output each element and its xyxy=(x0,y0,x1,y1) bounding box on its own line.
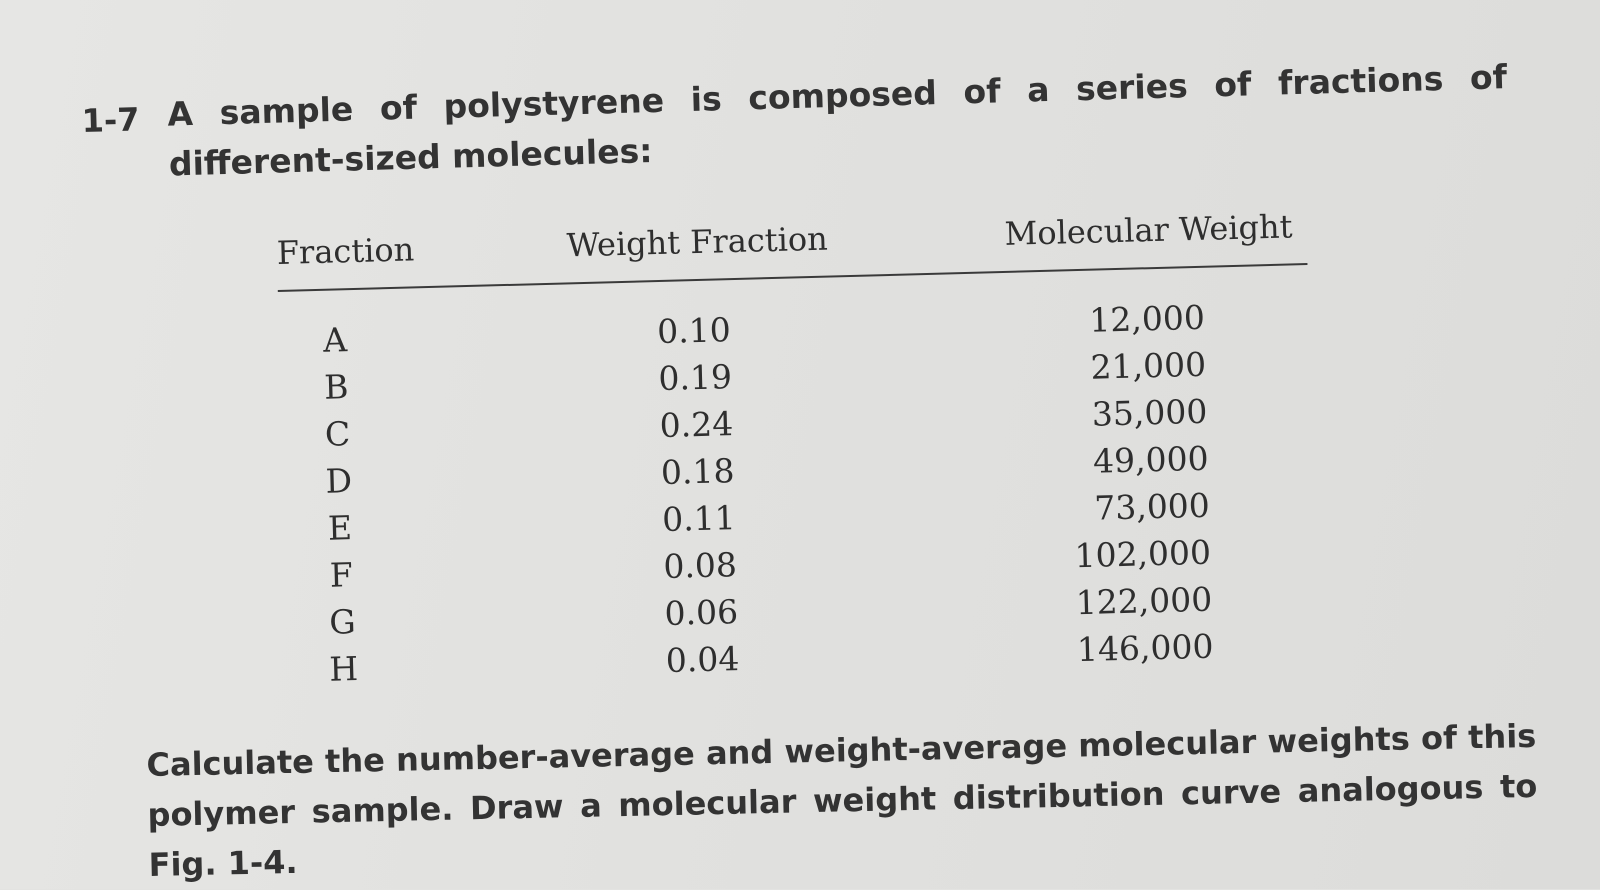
problem-number: 1-7 xyxy=(81,100,140,140)
table-cell-weight-fraction: 0.08 xyxy=(662,545,738,586)
table-cell-fraction: B xyxy=(323,367,349,407)
table-cell-fraction: H xyxy=(328,649,359,689)
problem-statement: 1-7 A sample of polystyrene is composed … xyxy=(80,22,1529,183)
table-cell-weight-fraction: 0.11 xyxy=(661,498,737,539)
question-text: Calculate the number-average and weight-… xyxy=(146,716,1538,884)
table-cell-fraction: F xyxy=(329,555,354,595)
header-rule xyxy=(277,263,1308,292)
table-cell-weight-fraction: 0.19 xyxy=(657,357,733,399)
table-cell-fraction: A xyxy=(322,320,348,360)
header-fraction: Fraction xyxy=(276,230,415,272)
problem-text: A sample of polystyrene is composed of a… xyxy=(166,57,1508,184)
table-cell-fraction: D xyxy=(325,461,353,501)
table-cell-molecular-weight: 35,000 xyxy=(1091,391,1208,434)
fraction-column: A B C D E F G H xyxy=(305,316,375,693)
molecular-weight-column: 12,000 21,000 35,000 49,000 73,000 102,0… xyxy=(1064,294,1214,674)
table-cell-fraction: E xyxy=(327,508,353,548)
header-weight-fraction: Weight Fraction xyxy=(566,219,829,265)
table-cell-molecular-weight: 122,000 xyxy=(1075,579,1213,623)
table-cell-molecular-weight: 73,000 xyxy=(1093,485,1211,528)
header-molecular-weight: Molecular Weight xyxy=(1004,207,1293,253)
table-cell-molecular-weight: 21,000 xyxy=(1090,344,1207,387)
table-cell-fraction: G xyxy=(328,602,357,642)
table-cell-weight-fraction: 0.10 xyxy=(656,310,732,352)
table-cell-molecular-weight: 12,000 xyxy=(1088,297,1206,340)
table-cell-molecular-weight: 102,000 xyxy=(1074,532,1212,576)
table-cell-molecular-weight: 49,000 xyxy=(1092,438,1210,481)
table-cell-weight-fraction: 0.06 xyxy=(664,592,739,633)
table-cell-weight-fraction: 0.18 xyxy=(660,451,735,493)
table-cell-molecular-weight: 146,000 xyxy=(1076,626,1214,670)
table-cell-fraction: C xyxy=(324,414,351,454)
table-cell-weight-fraction: 0.24 xyxy=(659,404,734,446)
fractions-table: Fraction Weight Fraction Molecular Weigh… xyxy=(276,195,1318,702)
table-cell-weight-fraction: 0.04 xyxy=(665,639,740,680)
weight-fraction-column: 0.10 0.19 0.24 0.18 0.11 0.08 0.06 0.04 xyxy=(648,306,748,684)
